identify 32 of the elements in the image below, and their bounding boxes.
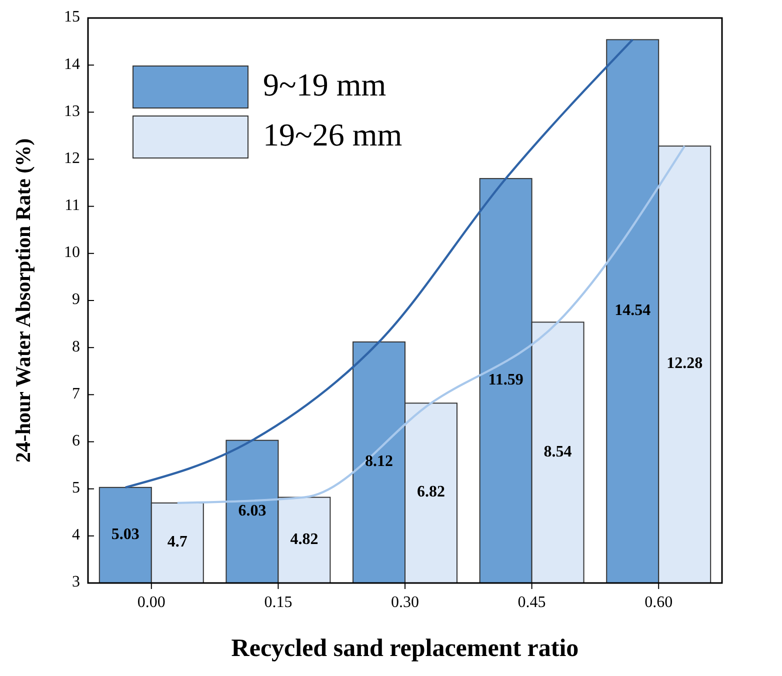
data-label: 5.03 xyxy=(111,526,140,543)
y-tick-label: 3 xyxy=(72,574,80,591)
x-tick-label: 0.15 xyxy=(264,594,292,611)
y-tick-label: 6 xyxy=(72,432,80,450)
data-label: 12.28 xyxy=(666,355,703,372)
data-label: 4.7 xyxy=(167,534,188,551)
x-tick-label: 0.45 xyxy=(518,594,546,611)
data-label: 11.59 xyxy=(488,371,524,388)
y-tick-label: 12 xyxy=(64,150,80,167)
legend-label: 9~19 mm xyxy=(263,66,386,102)
y-axis-title: 24-hour Water Absorption Rate (%) xyxy=(11,138,35,463)
data-label: 4.82 xyxy=(290,530,318,548)
x-tick-label: 0.30 xyxy=(391,594,419,611)
data-label: 14.54 xyxy=(614,302,651,319)
y-tick-label: 11 xyxy=(64,197,80,214)
y-tick-label: 9 xyxy=(72,291,80,308)
data-label: 6.03 xyxy=(238,502,266,520)
y-tick-label: 10 xyxy=(64,244,80,262)
y-tick-label: 7 xyxy=(72,385,80,402)
y-tick-label: 14 xyxy=(64,56,80,73)
y-tick-label: 4 xyxy=(72,526,80,544)
data-label: 6.82 xyxy=(416,484,445,501)
x-axis-title: Recycled sand replacement ratio xyxy=(231,635,579,662)
x-tick-label: 0.60 xyxy=(644,594,673,611)
data-label: 8.12 xyxy=(365,453,394,470)
y-tick-label: 13 xyxy=(64,102,80,120)
y-tick-label: 15 xyxy=(64,8,80,26)
y-tick-label: 5 xyxy=(72,480,80,497)
y-tick-label: 8 xyxy=(72,338,80,356)
data-label: 8.54 xyxy=(544,443,572,460)
x-tick-label: 0.00 xyxy=(137,594,166,611)
legend-label: 19~26 mm xyxy=(263,116,402,152)
